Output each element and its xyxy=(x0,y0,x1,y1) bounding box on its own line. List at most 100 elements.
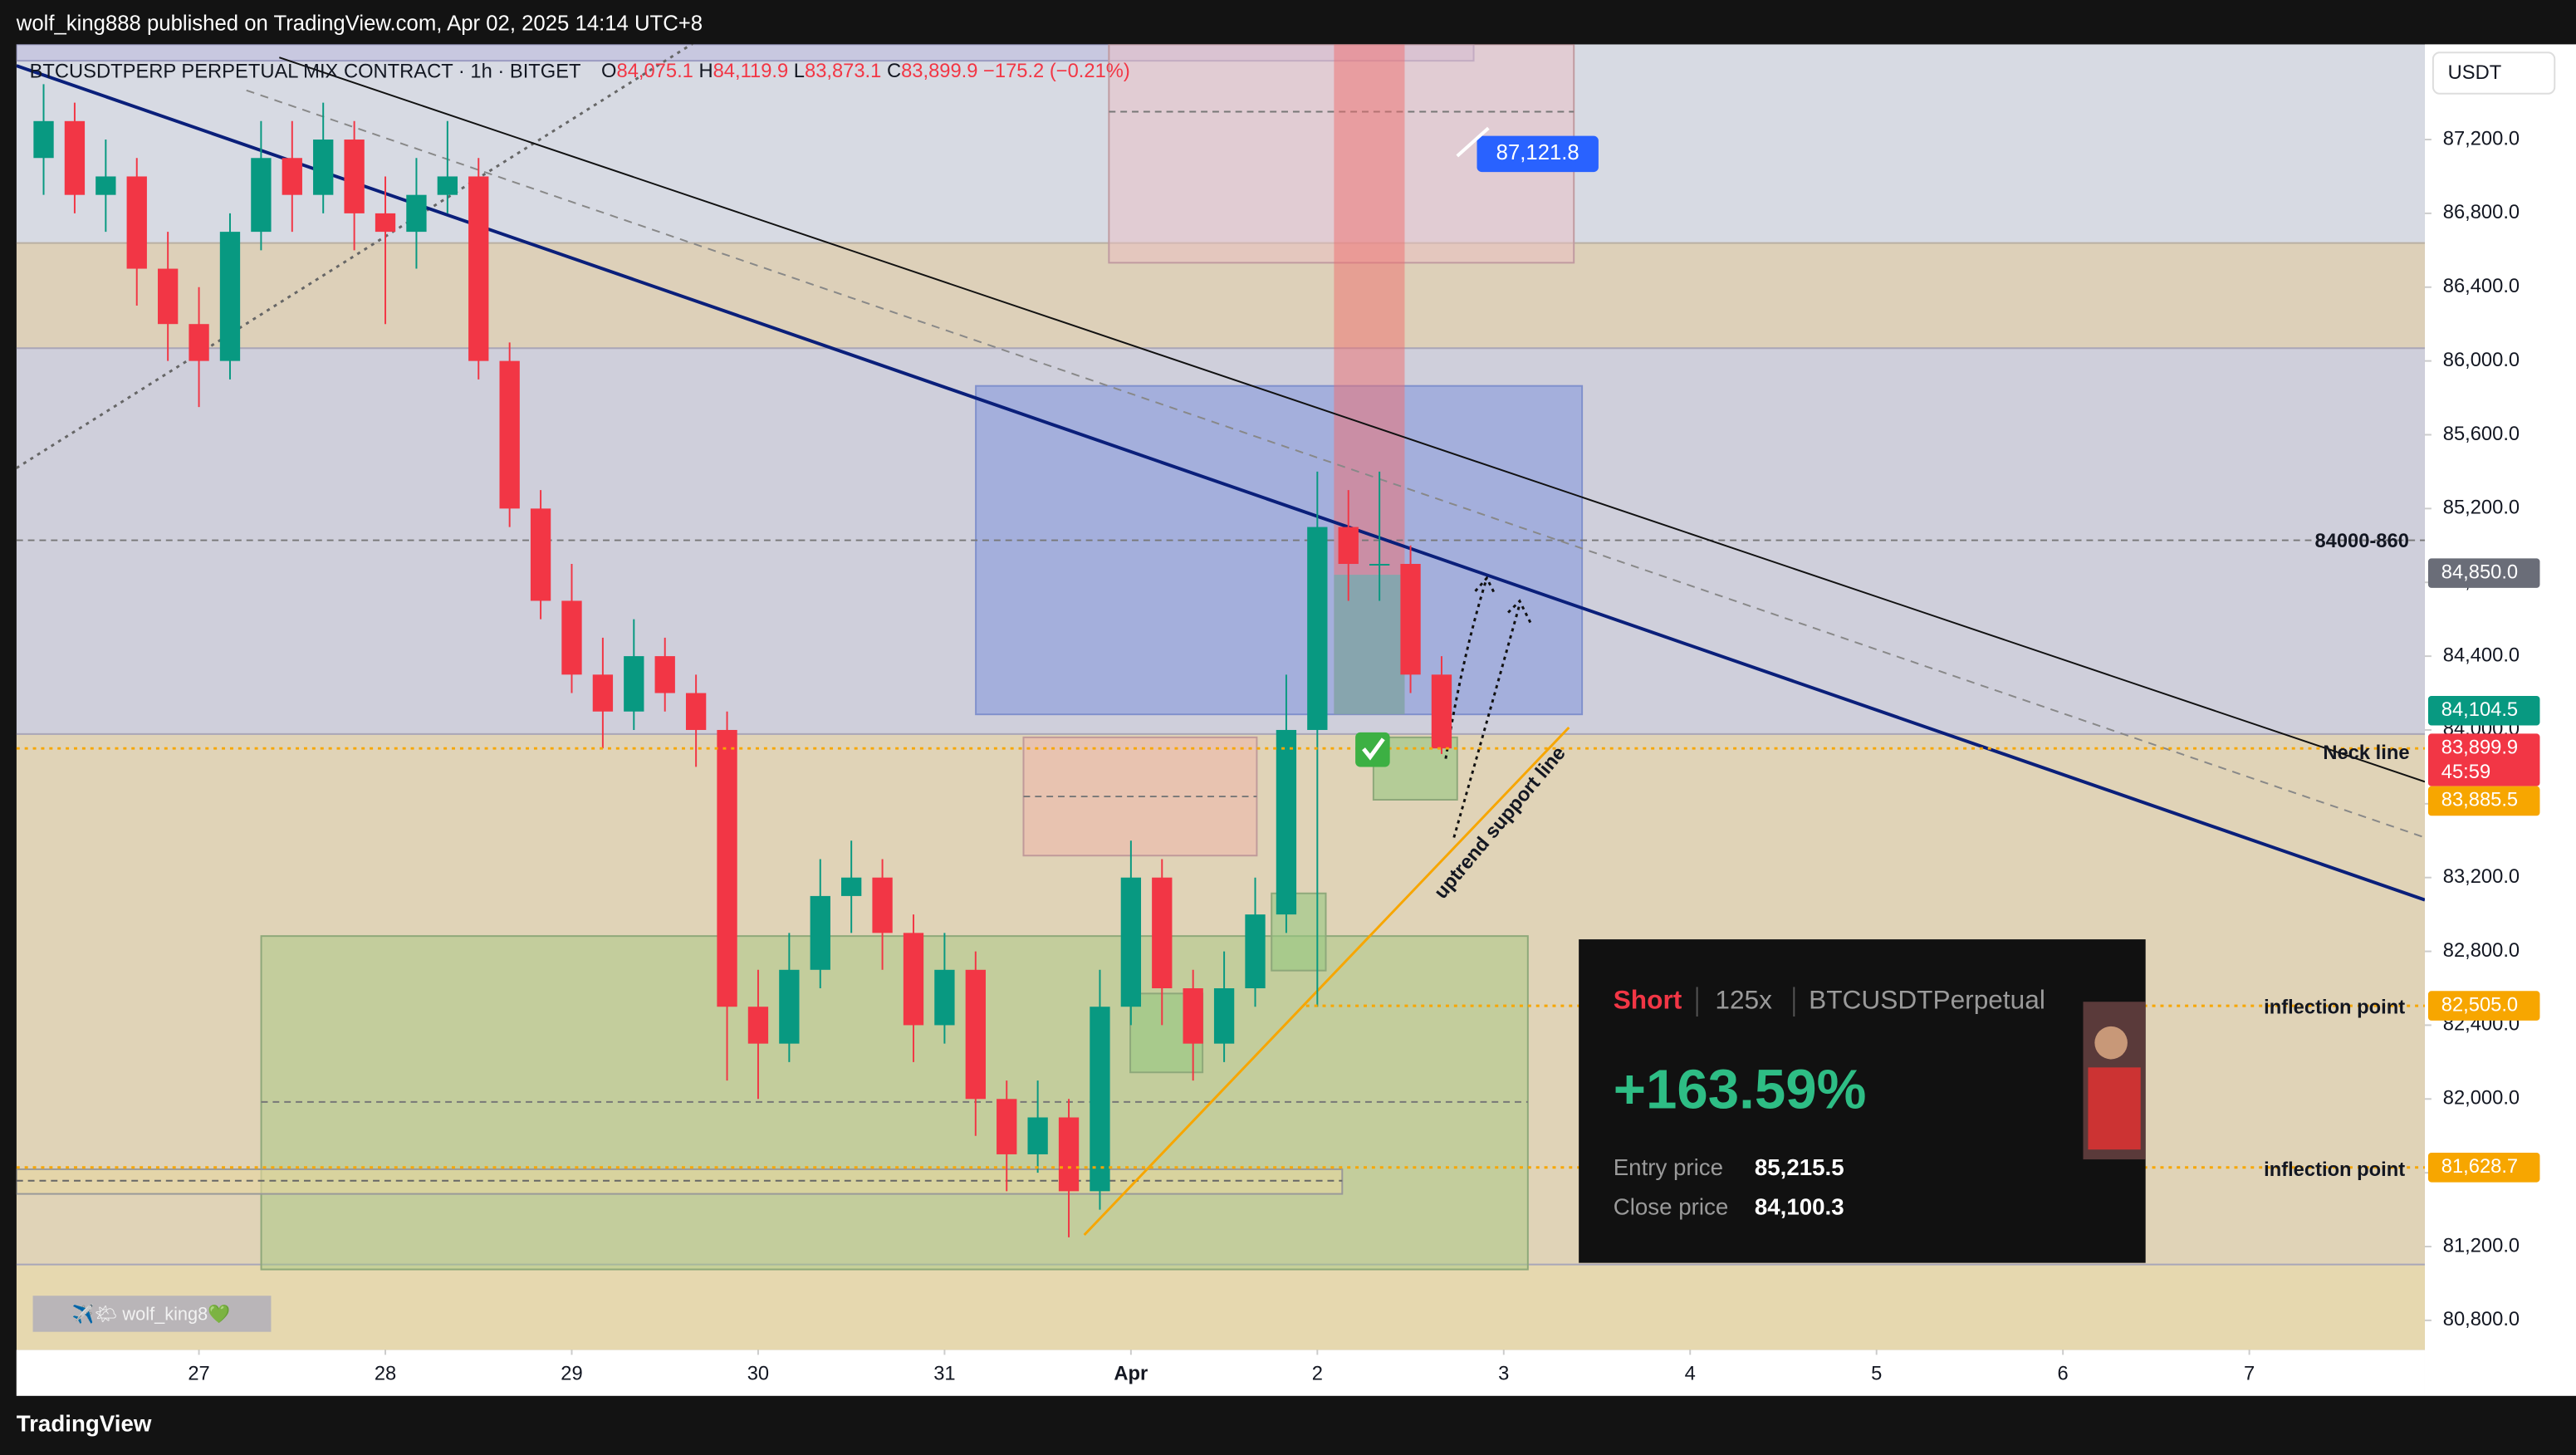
ohlc-value: 84,075.1 xyxy=(617,61,693,82)
y-tick-label: 87,200.0 xyxy=(2443,128,2520,149)
candle-body xyxy=(810,895,830,970)
y-tick-label: 80,800.0 xyxy=(2443,1309,2520,1330)
price-label-bg xyxy=(2427,991,2540,1021)
candle-body xyxy=(1152,877,1173,988)
roi: +163.59% xyxy=(1614,1059,1867,1121)
candle-body xyxy=(965,969,986,1100)
target-text: 87,121.8 xyxy=(1496,141,1579,164)
candle-body xyxy=(499,360,520,509)
candle-body xyxy=(375,213,396,233)
symbol: BTCUSDTPerpetual xyxy=(1809,985,2045,1015)
candle-body xyxy=(157,268,179,325)
x-tick-label: 4 xyxy=(1685,1363,1696,1384)
candle-body xyxy=(903,933,924,1026)
entry-price: 85,215.5 xyxy=(1755,1154,1844,1180)
ohlc-value: 83,873.1 xyxy=(805,61,881,82)
check-mark xyxy=(1362,737,1385,761)
candle-body xyxy=(282,158,302,195)
candle-body xyxy=(126,176,147,269)
price-label: 82,505.0 xyxy=(2441,994,2518,1016)
candle-body xyxy=(189,324,209,361)
box xyxy=(975,385,1584,716)
candle-body xyxy=(1120,877,1142,1007)
x-tick-label: 6 xyxy=(2058,1363,2069,1384)
watermark-box xyxy=(32,1296,272,1332)
ohlc-key: C xyxy=(887,61,901,82)
price-labels: 84,850.0 84,104.5 83,899.9 45:59 83,885.5 82,… xyxy=(2427,558,2540,1183)
y-tick-label: 81,200.0 xyxy=(2443,1235,2520,1257)
avatar-shirt xyxy=(2088,1067,2141,1150)
candle-body xyxy=(219,232,241,361)
target-pointer xyxy=(1456,126,1490,158)
close-label: Close price xyxy=(1614,1194,1729,1220)
ohlc-key: H xyxy=(698,61,713,82)
price-label: 83,899.9 xyxy=(2441,737,2518,758)
candle-body xyxy=(95,176,116,195)
candle-body xyxy=(251,158,272,233)
candle-body xyxy=(530,508,551,601)
price-label-bg xyxy=(2427,695,2540,726)
price-label: 81,628.7 xyxy=(2441,1156,2518,1178)
price-label: 84,850.0 xyxy=(2441,561,2518,583)
candle-body xyxy=(685,693,707,730)
candle-body xyxy=(437,176,458,195)
ohlc-key: O xyxy=(601,61,616,82)
candle-body xyxy=(1245,914,1266,988)
publisher: wolf_king888 published on TradingView.co… xyxy=(16,12,703,35)
candle-body xyxy=(406,194,427,233)
y-tick-label: 82,800.0 xyxy=(2443,940,2520,962)
y-tick-label: 85,600.0 xyxy=(2443,424,2520,445)
x-tick-label: 30 xyxy=(747,1363,769,1384)
candle-body xyxy=(872,877,893,933)
inflection-label: inflection point xyxy=(2264,1159,2405,1181)
trendline xyxy=(278,56,2425,783)
card-bg xyxy=(1579,939,2146,1263)
candle-body xyxy=(33,120,54,159)
price-label: 84,104.5 xyxy=(2441,699,2518,721)
uptrend-support-line xyxy=(1083,726,1570,1237)
y-tick-label: 86,800.0 xyxy=(2443,202,2520,223)
plot-area: 87,121.8 84000-860 Neck line uptrend sup… xyxy=(16,44,2425,1350)
candle-body xyxy=(1276,729,1297,915)
candle-body xyxy=(717,729,737,1007)
candle-body xyxy=(64,120,86,195)
candle-body xyxy=(1027,1117,1048,1154)
x-tick-label: 31 xyxy=(933,1363,955,1384)
check-icon xyxy=(1355,732,1390,767)
legend: BTCUSDTPERP PERPETUAL MIX CONTRACT · 1h … xyxy=(30,61,1130,82)
candle-body xyxy=(1213,987,1235,1044)
x-tick-label: 2 xyxy=(1312,1363,1323,1384)
candle-body xyxy=(1400,564,1421,675)
avatar-face xyxy=(2094,1026,2128,1060)
target-badge xyxy=(1477,135,1599,173)
y-tick-label: 86,000.0 xyxy=(2443,350,2520,371)
countdown: 45:59 xyxy=(2441,762,2490,783)
time-axis xyxy=(16,1350,2425,1396)
leverage: 125x xyxy=(1715,985,1772,1015)
range-annotation: 84000-860 xyxy=(2314,531,2408,552)
x-tick-label: Apr xyxy=(1114,1363,1148,1384)
pnl-card: Short 125x BTCUSDTPerpetual +163.59% Ent… xyxy=(1579,939,2146,1263)
candle-body xyxy=(592,674,614,712)
candle-body xyxy=(779,969,800,1044)
close-price: 84,100.3 xyxy=(1755,1194,1844,1220)
box xyxy=(1334,575,1405,715)
x-tick-label: 29 xyxy=(561,1363,582,1384)
change: −175.2 (−0.21%) xyxy=(983,61,1130,82)
y-tick-label: 83,200.0 xyxy=(2443,866,2520,888)
candle-body xyxy=(654,656,675,693)
candle-body xyxy=(1369,564,1390,566)
zone xyxy=(16,1264,2425,1350)
price-label: 83,885.5 xyxy=(2441,790,2518,811)
candle-body xyxy=(1307,527,1328,730)
candle-body xyxy=(344,140,365,213)
currency-button[interactable] xyxy=(2432,51,2556,95)
y-tick-label: 82,000.0 xyxy=(2443,1088,2520,1110)
x-tick-label: 7 xyxy=(2244,1363,2255,1384)
watermark: ✈️🌤 wolf_king8💚 xyxy=(72,1303,232,1325)
candle-body xyxy=(1183,987,1203,1044)
projection-arrow xyxy=(1444,576,1533,838)
candle-body xyxy=(997,1099,1017,1154)
x-tick-label: 3 xyxy=(1498,1363,1509,1384)
